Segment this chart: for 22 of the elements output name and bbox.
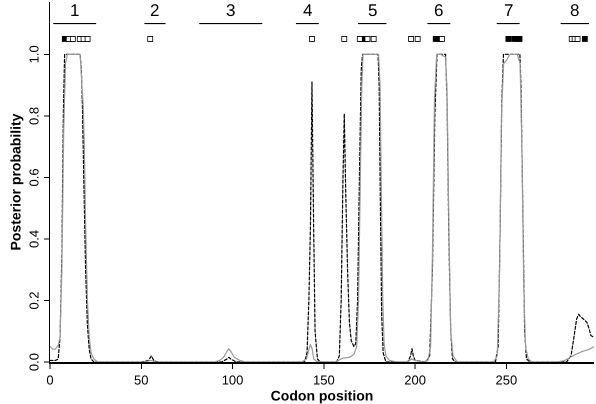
series-label: 8 xyxy=(570,1,580,20)
x-axis-title: Codon position xyxy=(270,387,374,404)
series-label: 1 xyxy=(70,1,80,20)
y-axis-title: Posterior probability xyxy=(7,113,24,250)
series-label: 4 xyxy=(303,1,312,20)
series-label: 7 xyxy=(504,1,514,20)
series-label: 5 xyxy=(368,1,378,20)
y-tick-label: 0.2 xyxy=(26,291,42,310)
series-label: 6 xyxy=(434,1,444,20)
x-tick-label: 200 xyxy=(404,372,426,388)
y-tick-label: 0.0 xyxy=(26,353,42,372)
y-tick-label: 1.0 xyxy=(26,45,42,64)
x-tick-label: 250 xyxy=(496,372,518,388)
series-label: 3 xyxy=(226,1,236,20)
series-label: 2 xyxy=(150,1,160,20)
x-tick-label: 100 xyxy=(222,372,244,388)
x-tick-label: 150 xyxy=(312,372,335,388)
x-tick-label: 50 xyxy=(134,372,149,388)
x-tick-label: 0 xyxy=(46,372,54,388)
y-tick-label: 0.6 xyxy=(26,168,42,186)
y-tick-label: 0.8 xyxy=(26,106,42,125)
y-tick-label: 0.4 xyxy=(26,230,42,248)
